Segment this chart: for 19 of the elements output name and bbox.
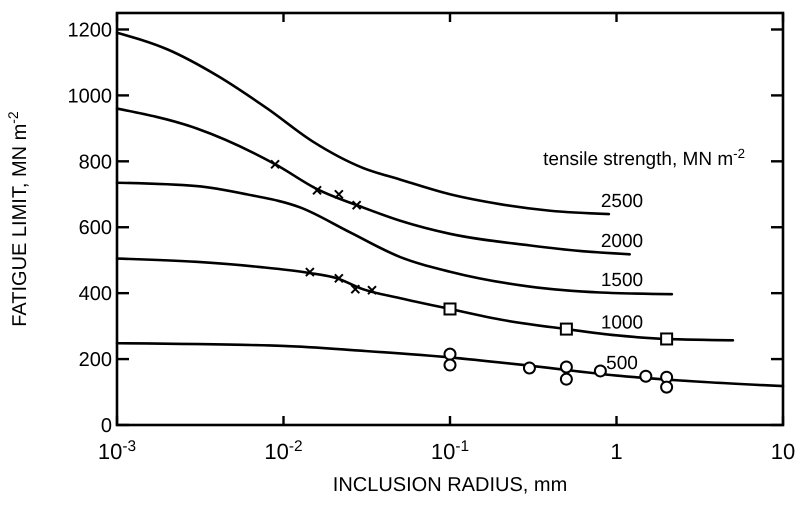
y-tick-label: 0 — [100, 415, 112, 437]
series-label: 1500 — [600, 270, 644, 291]
y-tick-label: 600 — [78, 217, 112, 240]
y-tick-label: 800 — [78, 151, 112, 174]
y-tick-label: 200 — [78, 349, 112, 372]
series-label: 500 — [606, 352, 638, 374]
legend-title: tensile strength, MN m$^{-2}$ — [543, 146, 745, 170]
y-tick-label: 400 — [78, 283, 112, 306]
x-tick-label: 10$^{-1}$ — [430, 438, 470, 464]
y-tick-label: 1000 — [68, 85, 112, 108]
series-label: 1000 — [600, 312, 644, 334]
x-tick-label: 10 — [770, 439, 796, 464]
x-tick-label: 1 — [610, 439, 623, 464]
x-tick-label: 10$^{-3}$ — [98, 438, 136, 464]
x-tick-label: 10$^{-2}$ — [264, 438, 303, 464]
series-label: 2500 — [600, 191, 644, 212]
series-label: 2000 — [600, 230, 644, 252]
x-axis-title: INCLUSION RADIUS, mm — [332, 474, 568, 496]
y-tick-label: 1200 — [68, 19, 112, 42]
